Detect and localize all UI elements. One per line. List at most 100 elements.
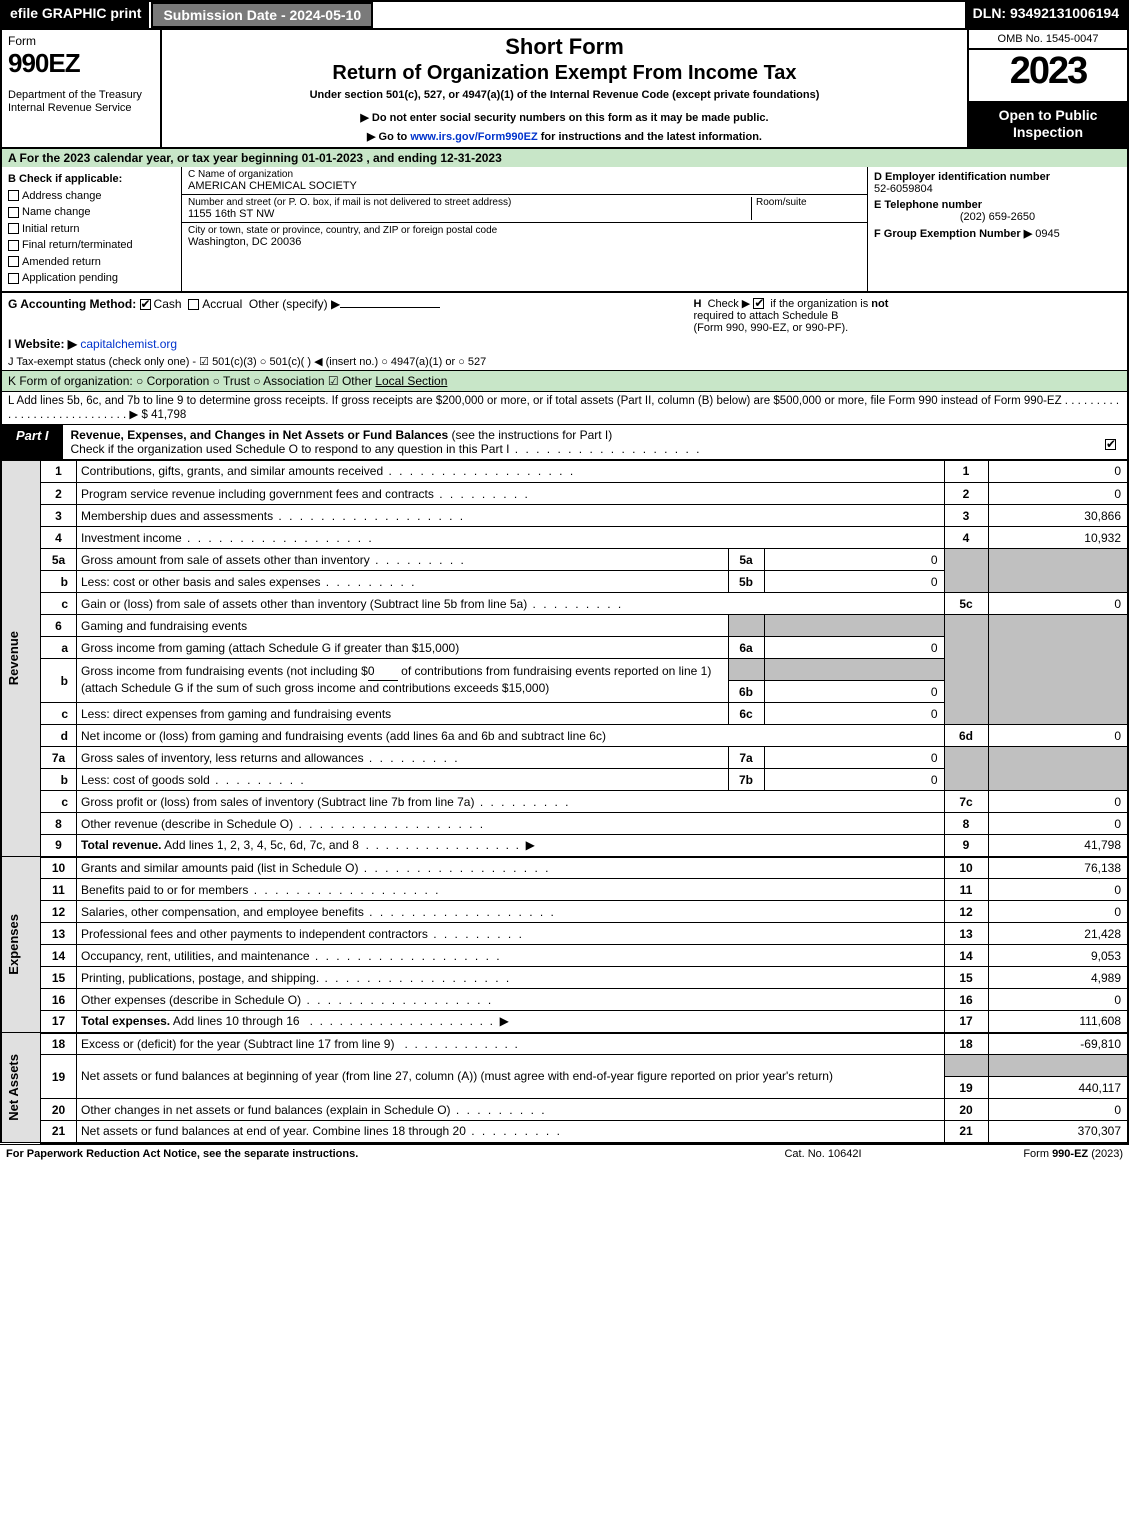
line-6d-ref: 6d xyxy=(944,725,988,747)
do-not-enter-text: ▶ Do not enter social security numbers o… xyxy=(168,111,961,124)
section-k: K Form of organization: ○ Corporation ○ … xyxy=(0,370,1129,391)
other-specify-input[interactable] xyxy=(340,307,440,308)
line-12-val: 0 xyxy=(988,901,1128,923)
line-2-ref: 2 xyxy=(944,483,988,505)
line-11-ref: 11 xyxy=(944,879,988,901)
city-value: Washington, DC 20036 xyxy=(188,236,861,248)
line-11-val: 0 xyxy=(988,879,1128,901)
chk-cash[interactable] xyxy=(140,299,151,310)
line-6d-val: 0 xyxy=(988,725,1128,747)
part1-title: Revenue, Expenses, and Changes in Net As… xyxy=(71,428,449,442)
line-14-desc: Occupancy, rent, utilities, and maintena… xyxy=(77,945,945,967)
line-6a-minival: 0 xyxy=(764,637,944,659)
city-label: City or town, state or province, country… xyxy=(188,225,861,236)
line-9-desc: Total revenue. Add lines 1, 2, 3, 4, 5c,… xyxy=(77,835,945,857)
line-6b-desc: Gross income from fundraising events (no… xyxy=(77,659,729,703)
ein-label: D Employer identification number xyxy=(874,171,1050,183)
line-12-desc: Salaries, other compensation, and employ… xyxy=(77,901,945,923)
sidebar-expenses: Expenses xyxy=(1,857,41,1033)
header-center: Short Form Return of Organization Exempt… xyxy=(162,30,967,147)
form-header: Form 990EZ Department of the Treasury In… xyxy=(0,30,1129,149)
line-21-ref: 21 xyxy=(944,1121,988,1143)
org-name-row: C Name of organization AMERICAN CHEMICAL… xyxy=(182,167,867,195)
line-7a-mini: 7a xyxy=(728,747,764,769)
line-5a-desc: Gross amount from sale of assets other t… xyxy=(77,549,729,571)
line-6c-num: c xyxy=(41,703,77,725)
chk-name-change[interactable]: Name change xyxy=(8,204,175,221)
form-label: Form xyxy=(8,34,154,48)
group-row: F Group Exemption Number ▶ 0945 xyxy=(874,227,1121,240)
line-6-num: 6 xyxy=(41,615,77,637)
chk-schedule-o[interactable] xyxy=(1105,439,1116,450)
header-left: Form 990EZ Department of the Treasury In… xyxy=(2,30,162,147)
line-11-num: 11 xyxy=(41,879,77,901)
line-7c-ref: 7c xyxy=(944,791,988,813)
h-line2: required to attach Schedule B xyxy=(694,310,1122,322)
line-1-desc: Contributions, gifts, grants, and simila… xyxy=(77,461,945,483)
department-label: Department of the Treasury Internal Reve… xyxy=(8,89,154,115)
line-13-val: 21,428 xyxy=(988,923,1128,945)
line-5ab-gray xyxy=(944,549,988,593)
line-15-num: 15 xyxy=(41,967,77,989)
line-6b-minival: 0 xyxy=(764,681,944,703)
line-9-ref: 9 xyxy=(944,835,988,857)
line-14-val: 9,053 xyxy=(988,945,1128,967)
line-6c-mini: 6c xyxy=(728,703,764,725)
omb-number: OMB No. 1545-0047 xyxy=(969,30,1127,50)
line-16-num: 16 xyxy=(41,989,77,1011)
line-6-gray2 xyxy=(764,615,944,637)
line-21-num: 21 xyxy=(41,1121,77,1143)
sidebar-netassets: Net Assets xyxy=(1,1033,41,1143)
line-12-num: 12 xyxy=(41,901,77,923)
line-21-val: 370,307 xyxy=(988,1121,1128,1143)
org-name-label: C Name of organization xyxy=(188,169,861,180)
group-value: 0945 xyxy=(1035,228,1059,240)
line-1-num: 1 xyxy=(41,461,77,483)
chk-final-return[interactable]: Final return/terminated xyxy=(8,237,175,254)
group-label: F Group Exemption Number ▶ xyxy=(874,228,1032,240)
line-5a-mini: 5a xyxy=(728,549,764,571)
line-4-val: 10,932 xyxy=(988,527,1128,549)
efile-label[interactable]: efile GRAPHIC print xyxy=(2,2,149,28)
chk-accrual[interactable] xyxy=(188,299,199,310)
line-11-desc: Benefits paid to or for members xyxy=(77,879,945,901)
website-link[interactable]: capitalchemist.org xyxy=(80,337,177,351)
part1-desc: Revenue, Expenses, and Changes in Net As… xyxy=(63,425,1097,459)
spacer xyxy=(375,2,965,28)
line-15-ref: 15 xyxy=(944,967,988,989)
line-6b-num: b xyxy=(41,659,77,703)
chk-application-pending[interactable]: Application pending xyxy=(8,270,175,287)
line-6b-amt: 0 xyxy=(368,664,398,681)
part1-checkline: Check if the organization used Schedule … xyxy=(71,442,702,456)
line-19-grayval xyxy=(988,1055,1128,1077)
irs-link[interactable]: www.irs.gov/Form990EZ xyxy=(410,131,537,143)
line-8-ref: 8 xyxy=(944,813,988,835)
org-name: AMERICAN CHEMICAL SOCIETY xyxy=(188,180,861,192)
line-7b-minival: 0 xyxy=(764,769,944,791)
line-16-desc: Other expenses (describe in Schedule O) xyxy=(77,989,945,1011)
chk-amended-return[interactable]: Amended return xyxy=(8,254,175,271)
line-18-num: 18 xyxy=(41,1033,77,1055)
column-d: D Employer identification number 52-6059… xyxy=(867,167,1127,291)
line-6-gray4 xyxy=(988,615,1128,725)
section-i: I Website: ▶ capitalchemist.org xyxy=(0,335,1129,353)
line-19-ref: 19 xyxy=(944,1077,988,1099)
line-6-desc: Gaming and fundraising events xyxy=(77,615,729,637)
chk-initial-return[interactable]: Initial return xyxy=(8,221,175,238)
h-line3: (Form 990, 990-EZ, or 990-PF). xyxy=(694,322,1122,334)
city-row: City or town, state or province, country… xyxy=(182,223,867,250)
chk-address-change[interactable]: Address change xyxy=(8,188,175,205)
street-label: Number and street (or P. O. box, if mail… xyxy=(188,197,751,208)
chk-sched-b[interactable] xyxy=(753,298,764,309)
section-g: G Accounting Method: Cash Accrual Other … xyxy=(0,293,1129,335)
line-7ab-gray xyxy=(944,747,988,791)
line-5b-mini: 5b xyxy=(728,571,764,593)
line-5b-num: b xyxy=(41,571,77,593)
main-info: B Check if applicable: Address change Na… xyxy=(0,167,1129,293)
line-20-desc: Other changes in net assets or fund bala… xyxy=(77,1099,945,1121)
line-7b-mini: 7b xyxy=(728,769,764,791)
line-17-val: 111,608 xyxy=(988,1011,1128,1033)
line-2-desc: Program service revenue including govern… xyxy=(77,483,945,505)
line-8-num: 8 xyxy=(41,813,77,835)
tel-row: E Telephone number (202) 659-2650 xyxy=(874,199,1121,223)
